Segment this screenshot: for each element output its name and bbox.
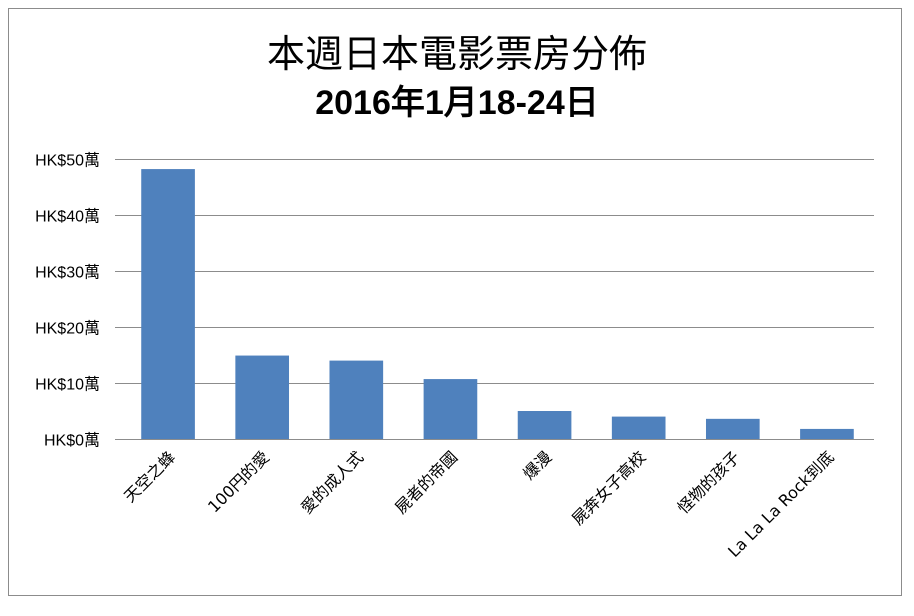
bar — [517, 411, 572, 439]
x-tick-label: 屍者的帝國 — [391, 447, 461, 517]
y-tick-label: HK$50萬 — [35, 152, 100, 170]
bar — [800, 428, 854, 439]
x-tick-label: 怪物的孩子 — [674, 447, 744, 517]
y-tick-label: HK$10萬 — [35, 376, 100, 394]
bar — [141, 169, 195, 439]
bar — [329, 360, 384, 439]
chart-subtitle: 2016年1月18-24日 — [315, 84, 599, 122]
bar — [611, 416, 666, 439]
y-tick-label: HK$40萬 — [35, 208, 100, 226]
x-tick-label: 天空之蜂 — [120, 447, 179, 506]
y-tick-label: HK$30萬 — [35, 264, 100, 282]
y-tick-label: HK$0萬 — [44, 432, 100, 450]
chart-title: 本週日本電影票房分佈 — [266, 32, 647, 76]
bar — [423, 379, 478, 439]
x-tick-label: 愛的成人式 — [297, 447, 367, 517]
y-axis-ticks: HK$0萬 HK$10萬 HK$20萬 HK$30萬 HK$40萬 HK$50萬 — [35, 152, 100, 450]
y-tick-label: HK$20萬 — [35, 320, 100, 338]
bars — [141, 169, 854, 439]
bar — [705, 418, 760, 439]
x-tick-label: 爆漫 — [519, 447, 555, 483]
gridlines — [115, 159, 874, 440]
bar — [235, 355, 290, 439]
x-tick-label: 100円的愛 — [204, 447, 273, 516]
x-tick-label: 屍奔女子高校 — [568, 447, 649, 528]
x-tick-label: La La La Rock到底 — [724, 447, 838, 561]
